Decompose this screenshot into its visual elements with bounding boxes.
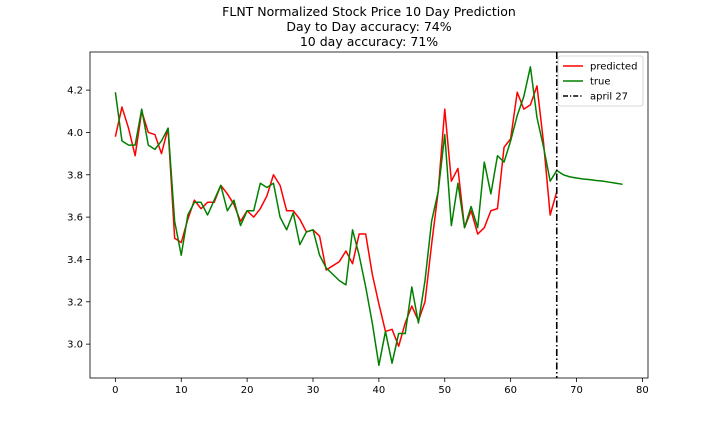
series-line-predicted [114, 85, 558, 347]
x-tick-label: 70 [570, 385, 583, 396]
y-tick-label: 4.0 [67, 128, 83, 139]
x-tick-label: 40 [373, 385, 386, 396]
y-tick-label: 4.2 [67, 86, 83, 97]
x-tick-label: 60 [504, 385, 517, 396]
y-tick-label: 3.4 [67, 255, 83, 266]
y-tick-label: 3.2 [67, 297, 83, 308]
y-tick-label: 3.0 [67, 340, 83, 351]
y-axis: 3.0 3.2 3.4 3.6 3.8 4.0 4.2 [67, 86, 90, 351]
title-line-2: Day to Day accuracy: 74% [286, 19, 451, 34]
legend-box [557, 55, 644, 107]
plot-frame [89, 51, 649, 379]
x-axis: 0 10 20 30 40 50 60 70 80 [112, 378, 649, 396]
x-tick-label: 30 [307, 385, 320, 396]
series-layer [114, 66, 623, 367]
legend-label-april-27: april 27 [590, 92, 628, 103]
title-line-1: FLNT Normalized Stock Price 10 Day Predi… [222, 4, 516, 19]
x-tick-label: 20 [241, 385, 254, 396]
series-line-true [114, 66, 623, 367]
y-tick-label: 3.8 [67, 170, 83, 181]
x-tick-label: 10 [175, 385, 188, 396]
legend-label-true: true [590, 77, 611, 88]
title-line-3: 10 day accuracy: 71% [300, 34, 438, 49]
y-tick-label: 3.6 [67, 213, 83, 224]
x-tick-label: 50 [438, 385, 451, 396]
x-tick-label: 80 [636, 385, 649, 396]
x-tick-label: 0 [112, 385, 118, 396]
legend-label-predicted: predicted [590, 62, 637, 73]
chart-title: FLNT Normalized Stock Price 10 Day Predi… [222, 4, 516, 49]
legend: predicted true april 27 [557, 55, 644, 107]
